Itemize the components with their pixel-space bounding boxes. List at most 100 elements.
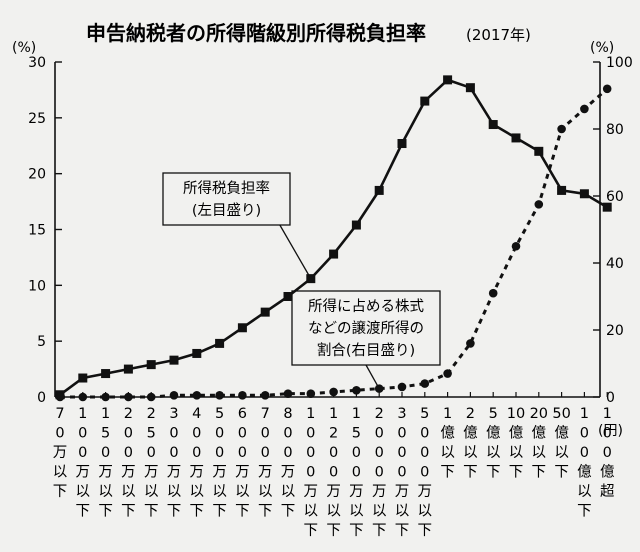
series-1-point	[101, 369, 111, 379]
x-tick-label-char: 以	[463, 445, 478, 461]
series-2-point	[192, 391, 202, 400]
x-tick-label-char: 以	[76, 484, 91, 500]
x-tick-label-char: 万	[372, 484, 387, 500]
x-tick-label-char: 0	[397, 445, 406, 461]
x-tick-label-char: 5	[147, 426, 156, 442]
x-tick-label-char: 億	[440, 425, 455, 442]
x-tick-label-char: 0	[603, 426, 612, 442]
x-tick-label-char: 0	[283, 426, 292, 442]
x-tick-label-char: 0	[101, 445, 110, 461]
callout-box-1	[162, 172, 291, 226]
callout-text: 所得税負担率	[183, 180, 270, 197]
series-2-point	[466, 339, 475, 348]
series-1-point	[123, 364, 133, 374]
callout-leader-1	[279, 224, 312, 279]
x-tick-label-char: 下	[98, 504, 113, 520]
x-tick-label-char: 下	[418, 523, 433, 539]
x-tick-label-char: 1	[352, 406, 361, 422]
series-2-point	[55, 392, 65, 402]
x-tick-label-char: 1	[329, 406, 338, 422]
x-tick-label-char: 万	[326, 484, 341, 500]
x-tick-label-char: 0	[124, 426, 133, 442]
series-layer	[55, 75, 612, 402]
x-tick-label-char: 万	[235, 465, 250, 481]
series-2-point	[260, 391, 270, 400]
x-tick-label-char: 億	[554, 425, 569, 442]
x-tick-label-char: 以	[121, 484, 136, 500]
series-2-point	[329, 387, 338, 397]
x-tick-label-char: 0	[329, 445, 338, 461]
x-axis-ticks: 70万以下100万以下150万以下200万以下250万以下300万以下400万以…	[53, 392, 615, 539]
x-tick-label-char: 万	[121, 465, 136, 481]
x-tick-label-char: 億	[600, 464, 615, 481]
x-tick-label-char: 以	[326, 504, 341, 520]
x-tick-label-char: 0	[375, 426, 384, 442]
chart-title-year: (2017年)	[466, 26, 531, 44]
series-1-point	[192, 348, 202, 358]
series-1-point	[602, 202, 612, 212]
x-tick-label-char: 1	[306, 406, 315, 422]
x-tick-label-char: 下	[76, 504, 91, 520]
x-tick-label-char: 0	[147, 445, 156, 461]
x-tick-label-char: 0	[78, 426, 87, 442]
x-tick-label-char: 0	[420, 465, 429, 481]
x-tick-label-char: 下	[349, 523, 364, 539]
callout-text: 割合(右目盛り)	[317, 342, 415, 359]
x-tick-label-char: 5	[352, 426, 361, 442]
x-tick-label-char: 0	[261, 426, 270, 442]
x-tick-label-char: 以	[486, 445, 501, 461]
x-tick-label-char: 以	[144, 484, 159, 500]
series-2-point	[488, 288, 498, 298]
series-1-point	[306, 274, 316, 284]
series-1-point	[465, 83, 475, 93]
x-tick-label-char: 万	[53, 445, 68, 461]
x-tick-label-char: 0	[306, 465, 315, 481]
x-tick-label-char: 万	[98, 465, 113, 481]
series-2-point	[146, 392, 156, 402]
x-tick-label-char: 以	[258, 484, 273, 500]
series-1-point	[511, 133, 521, 143]
right-axis-unit: (%)	[590, 40, 614, 56]
series-2-point	[602, 84, 612, 94]
x-tick-label-char: 0	[169, 445, 178, 461]
x-tick-label-char: 下	[212, 504, 227, 520]
series-1-point	[146, 360, 156, 370]
right-tick-label: 80	[606, 122, 624, 138]
x-tick-label-char: 0	[580, 426, 589, 442]
x-tick-label-char: 下	[258, 504, 273, 520]
series-2-point	[306, 389, 316, 398]
right-tick-label: 40	[606, 256, 624, 272]
x-tick-label-char: 下	[463, 465, 478, 481]
right-tick-label: 20	[606, 323, 624, 339]
right-axis-ticks: 0 20 40 60 80 100	[593, 55, 633, 406]
x-tick-label-char: 0	[55, 426, 64, 442]
left-tick-label: 20	[28, 167, 46, 183]
series-1-point	[215, 338, 225, 348]
x-tick-label-char: 億	[486, 425, 501, 442]
x-tick-label-char: 0	[352, 465, 361, 481]
x-tick-label-char: 下	[144, 504, 159, 520]
series-2-point	[397, 382, 407, 392]
x-tick-label-char: 万	[395, 484, 410, 500]
x-tick-label-char: 0	[238, 445, 247, 461]
series-2-point	[557, 124, 566, 134]
x-tick-label-char: 7	[261, 406, 270, 422]
x-tick-label-char: 2	[466, 406, 475, 422]
x-tick-label-char: 0	[375, 445, 384, 461]
callout-box-2	[291, 290, 441, 366]
x-tick-label-char: 万	[167, 465, 182, 481]
x-tick-label-char: 以	[281, 484, 296, 500]
x-tick-label-char: 0	[169, 426, 178, 442]
x-tick-label-char: 3	[169, 406, 178, 422]
x-tick-label-char: 万	[144, 465, 159, 481]
x-tick-label-char: 0	[375, 465, 384, 481]
x-tick-label-char: 8	[283, 406, 292, 422]
x-tick-label-char: 2	[329, 426, 338, 442]
x-tick-label-char: 以	[212, 484, 227, 500]
series-1-point	[443, 75, 453, 85]
x-tick-label-char: 50	[552, 406, 570, 422]
x-tick-label-char: 以	[349, 504, 364, 520]
series-2-point	[169, 391, 179, 400]
x-tick-label-char: 1	[603, 406, 612, 422]
